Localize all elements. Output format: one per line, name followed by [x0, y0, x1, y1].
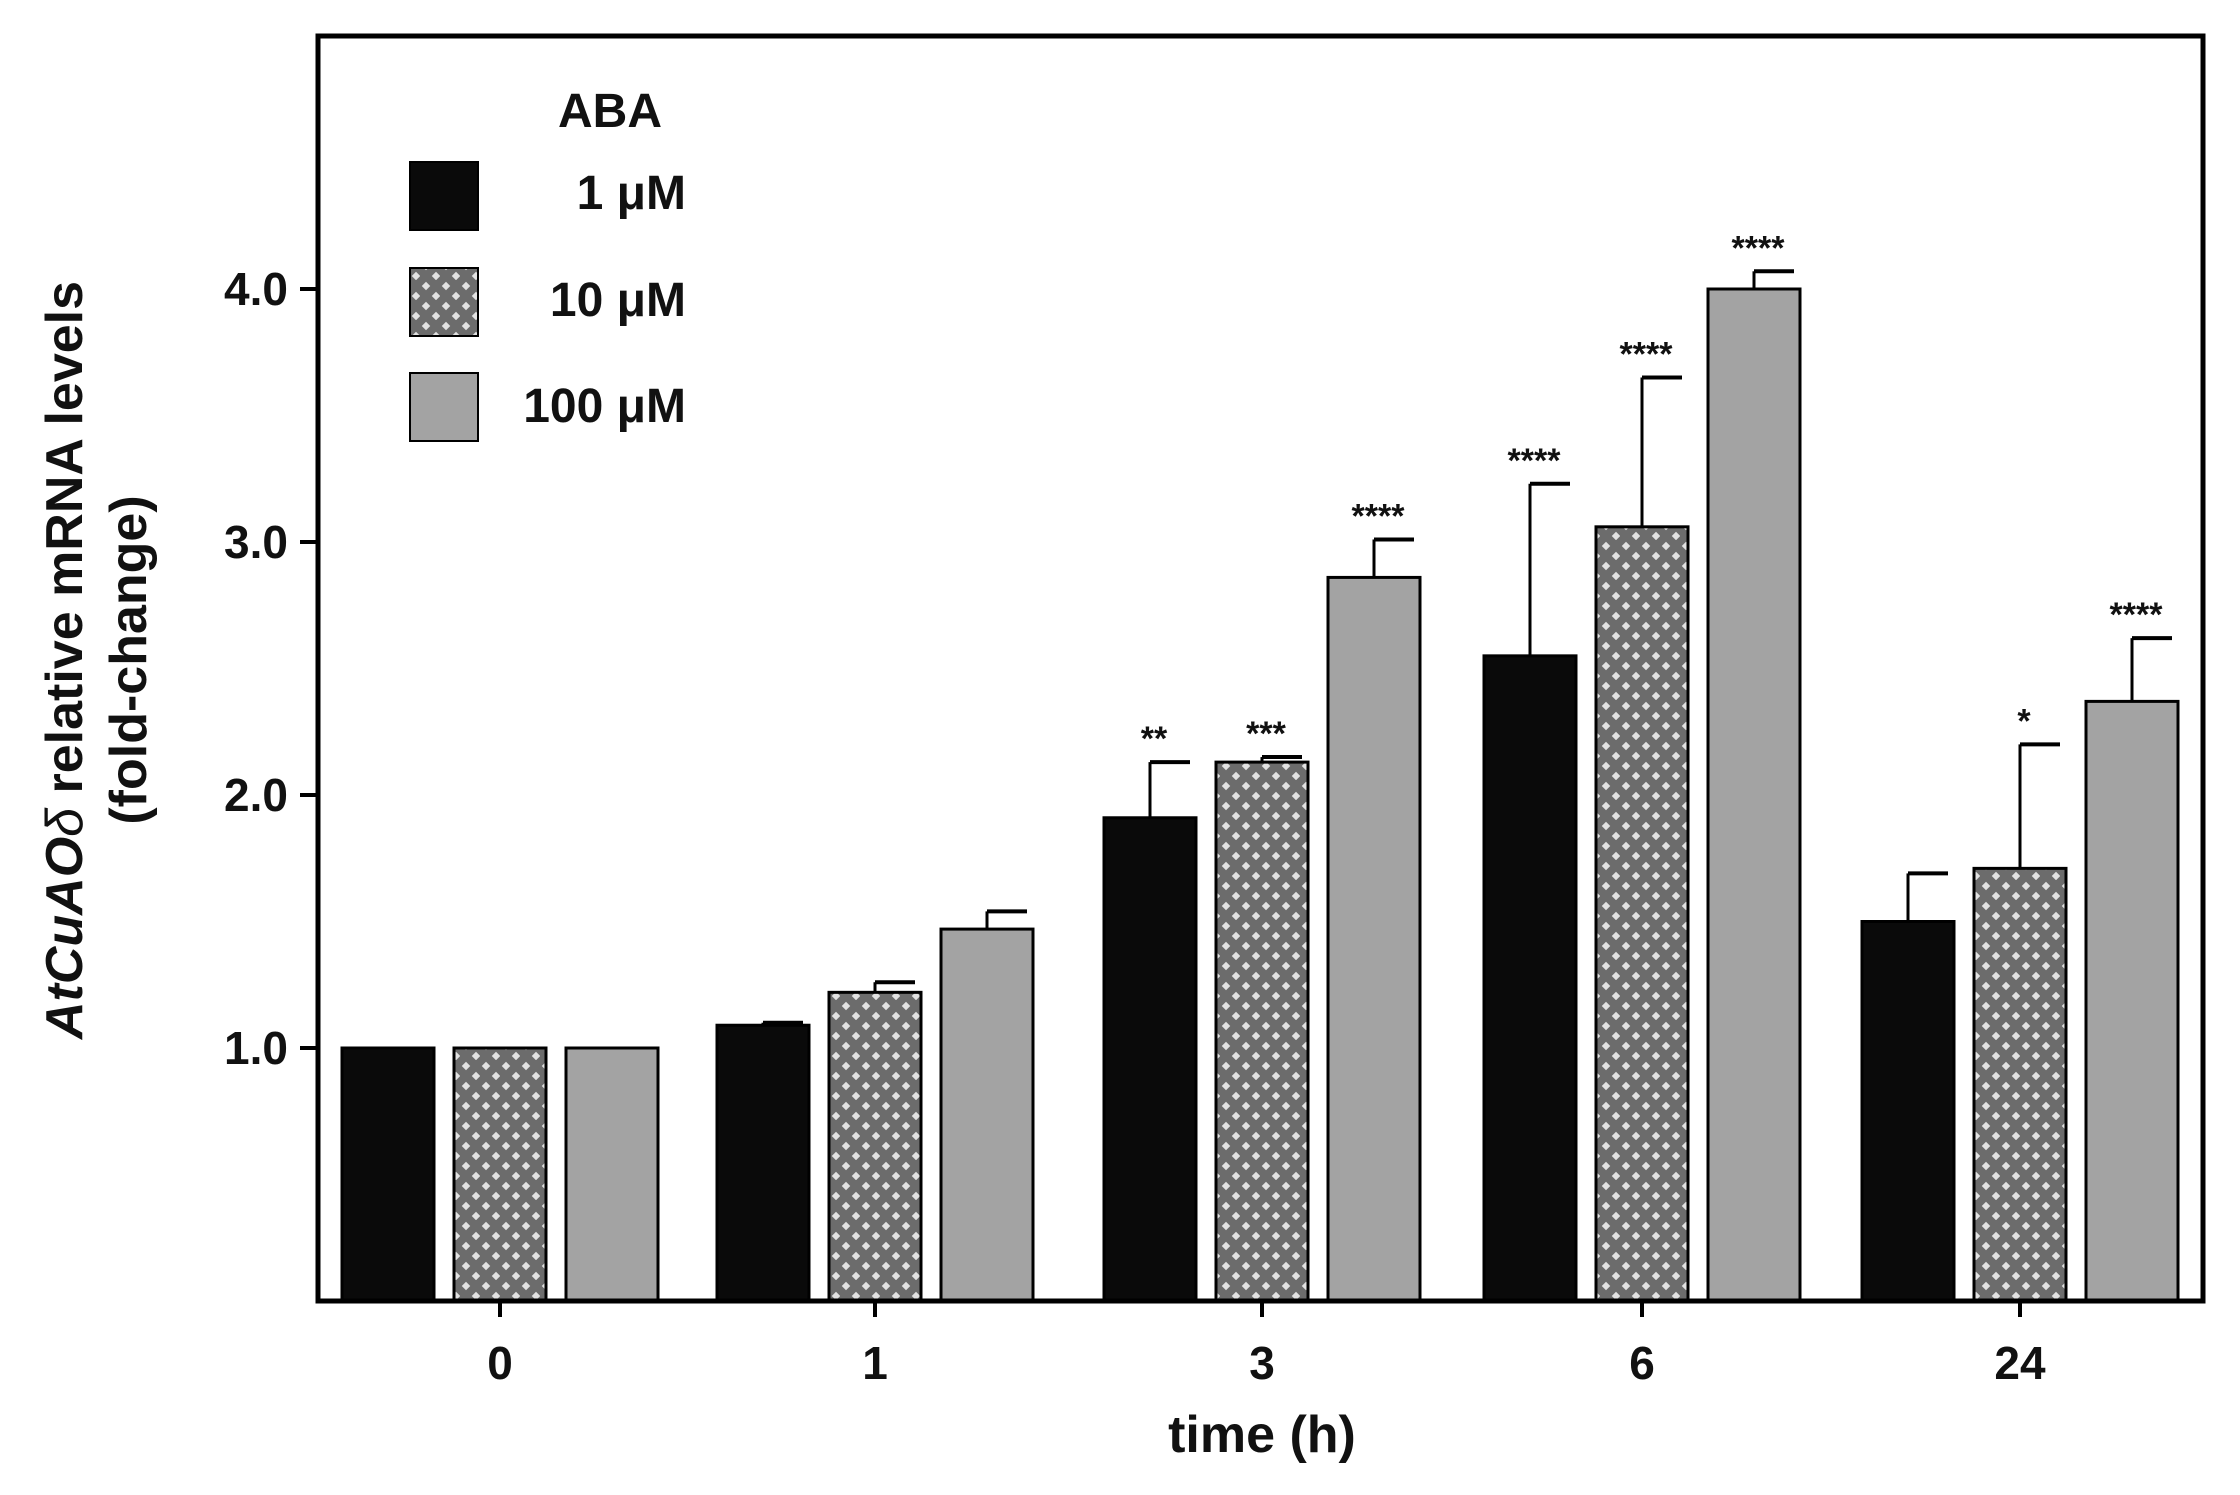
legend-label-100uM: 100 μM [523, 380, 686, 433]
y-axis-gene-suffix: δ [36, 807, 94, 837]
x-tick-label-3: 6 [1629, 1337, 1655, 1389]
x-tick-label-0: 0 [487, 1337, 513, 1389]
significance-series1-cat2: *** [1246, 715, 1286, 753]
bar-series0-cat3 [1482, 654, 1578, 1303]
bar-series1-cat1 [827, 990, 923, 1303]
bar-series2-cat2 [1326, 575, 1422, 1303]
y-axis-title: AtCuAOδ relative mRNA levels (fold-chang… [36, 281, 158, 1041]
y-tick-label-0: 1.0 [224, 1022, 288, 1074]
y-axis-title-line2: (fold-change) [100, 495, 158, 824]
x-tick-label-2: 3 [1249, 1337, 1275, 1389]
x-axis-title: time (h) [1168, 1406, 1356, 1464]
bar-series0-cat4 [1860, 920, 1956, 1303]
y-tick-label-1: 2.0 [224, 769, 288, 821]
bar-series0-cat1 [715, 1023, 811, 1303]
legend: ABA 1 μM 10 μM 100 μM [409, 85, 686, 442]
significance-series0-cat3: **** [1508, 442, 1562, 480]
bar-series2-cat4 [2084, 699, 2180, 1303]
bar-series0-cat2 [1102, 816, 1198, 1303]
bar-series1-cat2 [1214, 760, 1310, 1303]
significance-series2-cat4: **** [2110, 596, 2164, 634]
x-axis-ticks: 0 1 3 6 24 [487, 1301, 2046, 1389]
legend-label-1uM: 1 μM [577, 167, 686, 220]
significance-series1-cat3: **** [1620, 336, 1674, 374]
bar-series2-cat0 [564, 1046, 660, 1303]
y-tick-label-2: 3.0 [224, 516, 288, 568]
legend-label-10uM: 10 μM [550, 274, 686, 327]
x-tick-label-1: 1 [862, 1337, 888, 1389]
bar-series1-cat0 [452, 1046, 548, 1303]
significance-labels-layer: ************************** [1141, 229, 2163, 758]
error-bars-layer [761, 269, 2172, 1026]
y-axis-title-line1: AtCuAOδ relative mRNA levels [36, 281, 94, 1041]
significance-series2-cat3: **** [1732, 229, 1786, 267]
legend-swatch-10uM [409, 267, 479, 337]
y-axis-title-rest: relative mRNA levels [36, 281, 94, 808]
y-axis-ticks: 1.0 2.0 3.0 4.0 [224, 263, 318, 1074]
y-axis-gene-name: AtCuAO [36, 837, 94, 1041]
x-tick-label-4: 24 [1994, 1337, 2046, 1389]
significance-series2-cat2: **** [1352, 497, 1406, 535]
significance-series0-cat2: ** [1141, 720, 1168, 758]
y-tick-label-3: 4.0 [224, 263, 288, 315]
legend-title: ABA [558, 85, 662, 138]
bar-series2-cat1 [939, 927, 1035, 1303]
bars-layer [340, 287, 2180, 1303]
bar-series1-cat3 [1594, 525, 1690, 1303]
bar-series0-cat0 [340, 1046, 436, 1303]
significance-series1-cat4: * [2017, 702, 2031, 740]
legend-swatch-1uM [409, 161, 479, 231]
legend-swatch-100uM [409, 372, 479, 442]
bar-series2-cat3 [1706, 287, 1802, 1303]
bar-series1-cat4 [1972, 866, 2068, 1303]
